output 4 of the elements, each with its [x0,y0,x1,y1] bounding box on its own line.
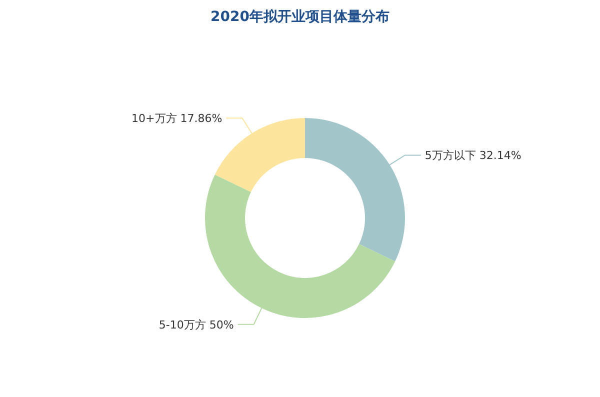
slice-label: 5-10万方 50% [158,318,234,332]
slice-label: 10+万方 17.86% [132,112,222,126]
slice-label: 5万方以下 32.14% [424,149,522,162]
chart-title: 2020年拟开业项目体量分布 [210,8,390,26]
